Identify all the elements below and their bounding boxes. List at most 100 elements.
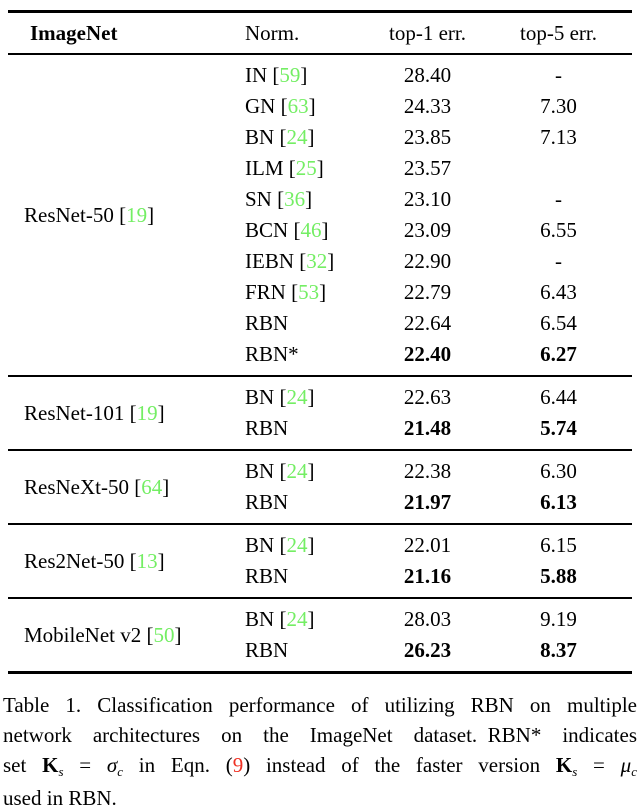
top5-err-cell: 6.43: [540, 280, 577, 304]
top5-err-cell: -: [555, 187, 562, 211]
header-imagenet: ImageNet: [30, 20, 118, 45]
section-divider-rule: [8, 375, 632, 377]
citation-bracket: [64]: [134, 474, 170, 499]
citation-ref[interactable]: 63: [287, 94, 309, 118]
caption-text: =: [577, 753, 621, 777]
citation-ref[interactable]: 24: [286, 385, 308, 409]
top1-err-cell: 22.01: [403, 533, 452, 557]
table-group: Res2Net-50 [13] BN [24] 22.01 6.15 RBN 21.16 5…: [8, 525, 632, 597]
arch-label: Res2Net-50 [13]: [24, 548, 165, 573]
group-rows: BN [24] 22.01 6.15 RBN 21.16 5.88: [245, 530, 632, 592]
norm-cell: BN [24]: [245, 533, 315, 557]
header-top5-err: top-5 err.: [520, 20, 597, 45]
citation-bracket: [19]: [129, 400, 165, 425]
citation-ref[interactable]: 24: [286, 125, 308, 149]
arch-label: ResNet-101 [19]: [24, 400, 165, 425]
norm-cell: RBN: [245, 490, 289, 514]
table-row: SN [36] 23.10 -: [245, 184, 632, 215]
top1-err-cell: 23.10: [403, 187, 452, 211]
citation-ref[interactable]: 64: [141, 474, 163, 499]
math-subscript: c: [631, 764, 637, 779]
table-row: RBN 21.48 5.74: [245, 413, 632, 444]
top5-err-cell: 9.19: [540, 607, 577, 631]
citation-ref[interactable]: 50: [153, 622, 175, 647]
citation-ref[interactable]: 13: [136, 548, 158, 573]
arch-cell: ResNet-50 [19]: [8, 60, 245, 370]
top5-err-cell: 6.15: [540, 533, 577, 557]
norm-cell: BN [24]: [245, 607, 315, 631]
citation-ref[interactable]: 36: [284, 187, 306, 211]
citation-bracket: [46]: [293, 218, 329, 242]
caption-text: network architectures on the ImageNet da…: [3, 723, 637, 747]
top1-err-cell: 28.03: [403, 607, 452, 631]
header-divider-rule: [8, 53, 632, 55]
math-symbol-bold: K: [42, 753, 59, 777]
top5-err-cell: -: [555, 249, 562, 273]
citation-ref[interactable]: 25: [295, 156, 317, 180]
citation-bracket: [32]: [299, 249, 335, 273]
arch-cell: ResNet-101 [19]: [8, 382, 245, 444]
citation-bracket: [25]: [288, 156, 324, 180]
citation-bracket: [63]: [280, 94, 316, 118]
table-row: RBN 21.97 6.13: [245, 487, 632, 518]
table-group: MobileNet v2 [50] BN [24] 28.03 9.19 RBN 26.2…: [8, 599, 632, 671]
table-row: RBN 26.23 8.37: [245, 635, 632, 666]
top1-err-cell: 23.09: [403, 218, 452, 242]
top5-err-cell: 6.13: [540, 490, 577, 514]
top5-err-cell: -: [555, 63, 562, 87]
table-row: BN [24] 23.85 7.13: [245, 122, 632, 153]
citation-ref[interactable]: 19: [136, 400, 158, 425]
citation-ref[interactable]: 53: [298, 280, 320, 304]
caption-line: Table 1. Classification performance of u…: [3, 690, 637, 720]
citation-ref[interactable]: 59: [279, 63, 301, 87]
arch-label: ResNeXt-50 [64]: [24, 474, 170, 499]
norm-cell: RBN: [245, 311, 289, 335]
math-symbol-bold: K: [555, 753, 573, 777]
caption-text: ) instead of the faster version: [243, 753, 556, 777]
math-symbol-italic: μ: [620, 753, 632, 777]
citation-bracket: [59]: [272, 63, 308, 87]
citation-ref[interactable]: 24: [286, 533, 308, 557]
group-rows: IN [59] 28.40 - GN [63] 24.33 7.30 BN [24] 23.8…: [245, 60, 632, 370]
table-row: FRN [53] 22.79 6.43: [245, 277, 632, 308]
citation-bracket: [36]: [277, 187, 313, 211]
citation-ref[interactable]: 24: [286, 607, 308, 631]
citation-ref[interactable]: 19: [126, 202, 148, 227]
table-body: ResNet-50 [19] IN [59] 28.40 - GN [63] 24.33 7…: [0, 55, 640, 674]
citation-ref[interactable]: 32: [306, 249, 328, 273]
citation-ref[interactable]: 46: [300, 218, 322, 242]
section-divider-rule: [8, 449, 632, 451]
top5-err-cell: 5.74: [540, 416, 577, 440]
norm-cell: FRN [53]: [245, 280, 327, 304]
table-caption: Table 1. Classification performance of u…: [3, 690, 637, 810]
top5-err-cell: 6.44: [540, 385, 577, 409]
arch-cell: Res2Net-50 [13]: [8, 530, 245, 592]
math-subscript: c: [117, 764, 124, 779]
citation-bracket: [24]: [279, 385, 315, 409]
equation-ref[interactable]: 9: [232, 753, 244, 777]
caption-line: used in RBN.: [3, 783, 637, 810]
top1-err-cell: 21.97: [403, 490, 452, 514]
table-top-rule: [8, 10, 632, 13]
top5-err-cell: 5.88: [540, 564, 577, 588]
table-row: BN [24] 22.38 6.30: [245, 456, 632, 487]
top1-err-cell: 22.90: [403, 249, 452, 273]
top5-err-cell: 6.54: [540, 311, 577, 335]
table-row: RBN* 22.40 6.27: [245, 339, 632, 370]
norm-cell: BN [24]: [245, 385, 315, 409]
table-header-row: ImageNet Norm. top-1 err. top-5 err.: [8, 13, 632, 53]
citation-bracket: [24]: [279, 125, 315, 149]
math-symbol-italic: σ: [106, 753, 118, 777]
group-rows: BN [24] 22.38 6.30 RBN 21.97 6.13: [245, 456, 632, 518]
table-group: ResNet-101 [19] BN [24] 22.63 6.44 RBN 21.48 5…: [8, 377, 632, 449]
arch-cell: ResNeXt-50 [64]: [8, 456, 245, 518]
citation-bracket: [24]: [279, 459, 315, 483]
arch-label: ResNet-50 [19]: [24, 202, 155, 227]
citation-ref[interactable]: 24: [286, 459, 308, 483]
caption-text: set: [3, 753, 43, 777]
top1-err-cell: 22.79: [403, 280, 452, 304]
norm-cell: ILM [25]: [245, 156, 324, 180]
table-row: BN [24] 28.03 9.19: [245, 604, 632, 635]
table-row: BN [24] 22.01 6.15: [245, 530, 632, 561]
